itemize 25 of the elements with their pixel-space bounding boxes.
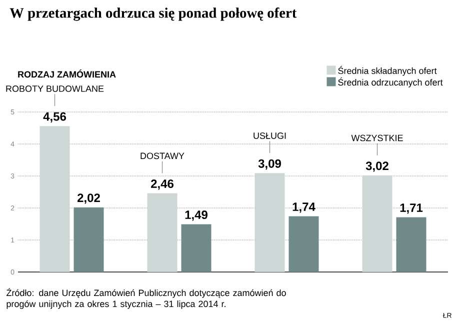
data-label: 2,02 <box>78 194 100 204</box>
x-tick-label: USŁUGI <box>254 132 286 139</box>
data-label: 1,74 <box>292 202 316 213</box>
bar <box>40 126 70 272</box>
legend-label: Średnia składanych ofert <box>338 66 437 76</box>
data-label: 3,02 <box>366 162 388 172</box>
bar <box>147 193 178 272</box>
x-tick-label: DOSTAWY <box>140 152 184 160</box>
data-label: 2,46 <box>151 180 174 190</box>
legend-label: Średnia odrzucanych ofert <box>338 77 443 88</box>
bar <box>362 175 392 272</box>
bar <box>254 173 285 272</box>
data-label: 1,49 <box>185 210 208 221</box>
x-tick-label: WSZYSTKIE <box>351 134 403 142</box>
bar <box>74 207 104 272</box>
x-tick-label: ROBOTY BUDOWLANE <box>6 86 104 92</box>
bar <box>288 216 319 272</box>
bar <box>396 217 426 272</box>
chart-subtitle: RODZAJ ZAMÓWIENIA <box>18 70 116 78</box>
data-label: 3,09 <box>258 159 281 170</box>
bar <box>181 224 212 272</box>
data-label: 1,71 <box>400 204 423 214</box>
chart-title: W przetargach odrzuca się ponad połowę ofert <box>10 8 297 21</box>
data-label: 4,56 <box>43 112 66 123</box>
text: Źródło: dane Urzędu Zamówień Publicznych dotyczące zamówień do progów unijnych za okres 1 stycznia – 31 lipca 2014 r. <box>6 288 286 309</box>
